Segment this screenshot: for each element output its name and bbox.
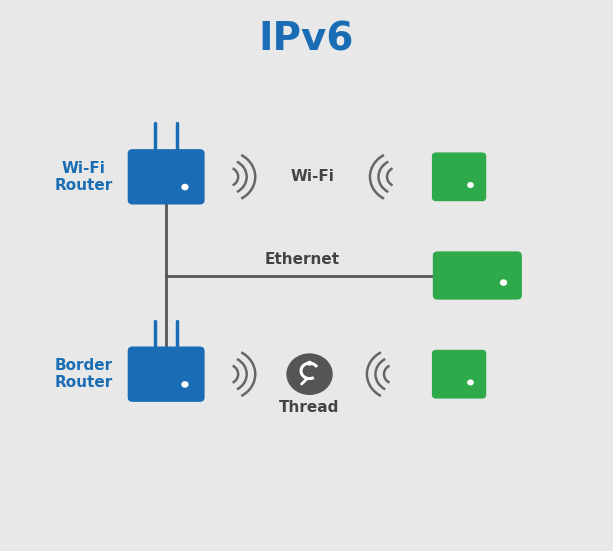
Circle shape — [467, 182, 474, 188]
Text: Thread: Thread — [280, 399, 340, 414]
Text: Wi-Fi
Router: Wi-Fi Router — [55, 161, 113, 193]
Text: Ethernet: Ethernet — [264, 252, 340, 267]
Circle shape — [306, 361, 312, 366]
Text: IPv6: IPv6 — [259, 21, 354, 59]
FancyBboxPatch shape — [128, 347, 205, 402]
FancyBboxPatch shape — [432, 153, 486, 201]
FancyBboxPatch shape — [433, 251, 522, 300]
Text: Wi-Fi: Wi-Fi — [291, 169, 335, 185]
Circle shape — [181, 184, 189, 190]
FancyBboxPatch shape — [128, 149, 205, 204]
FancyBboxPatch shape — [432, 350, 486, 398]
Circle shape — [500, 279, 507, 286]
Circle shape — [181, 381, 189, 388]
Circle shape — [286, 353, 333, 395]
Circle shape — [467, 380, 474, 385]
Text: Border
Router: Border Router — [55, 358, 113, 390]
